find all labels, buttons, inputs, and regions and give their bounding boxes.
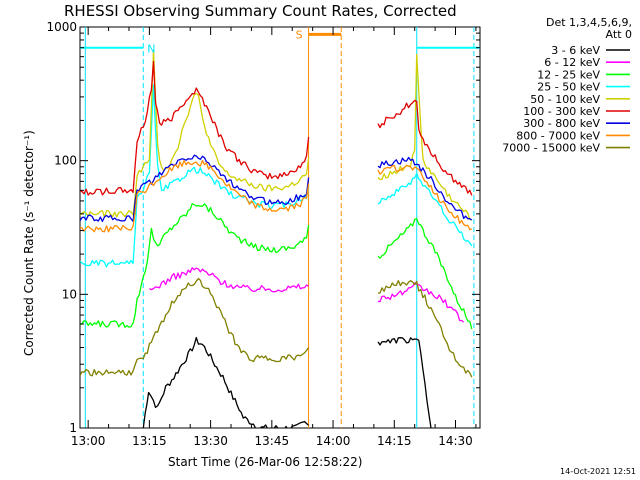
y-tick-label: 100 (54, 154, 77, 168)
legend-label: 7000 - 15000 keV (502, 142, 600, 155)
saa-label: S (296, 28, 303, 41)
footer-timestamp: 14-Oct-2021 12:51 (560, 467, 636, 476)
legend-label: 50 - 100 keV (530, 93, 600, 106)
series-line (80, 60, 310, 196)
night-label: N (147, 43, 155, 56)
plot-frame (79, 26, 481, 429)
legend-header-1: Det 1,3,4,5,6,9, (546, 16, 632, 29)
x-tick-label: 14:30 (438, 434, 473, 448)
y-tick-label: 10 (62, 287, 77, 301)
legend-label: 3 - 6 keV (551, 44, 600, 57)
y-tick-label: 1000 (46, 20, 77, 34)
series-line (377, 282, 465, 323)
series-line (377, 218, 473, 330)
legend-label: 12 - 25 keV (537, 68, 600, 81)
series-line (378, 280, 473, 378)
legend-header-2: Att 0 (606, 28, 632, 41)
x-tick-label: 14:15 (377, 434, 412, 448)
series-group (80, 27, 480, 428)
x-axis-label: Start Time (26-Mar-06 12:58:22) (168, 455, 362, 469)
x-tick-label: 13:00 (71, 434, 106, 448)
series-line (377, 164, 473, 231)
series-line (377, 99, 473, 196)
y-tick-label: 1 (69, 421, 77, 435)
series-line (80, 49, 310, 218)
legend-label: 100 - 300 keV (523, 105, 600, 118)
series-line (80, 277, 310, 377)
x-tick-label: 13:30 (193, 434, 228, 448)
plot-area: NS (79, 26, 481, 429)
series-line (377, 156, 473, 221)
x-tick-label: 13:15 (132, 434, 167, 448)
y-axis-label: Corrected Count Rate (s⁻¹ detector⁻¹) (22, 130, 36, 356)
series-line (377, 53, 472, 221)
series-line (149, 267, 309, 293)
legend-label: 6 - 12 keV (544, 56, 600, 69)
x-tick-label: 14:00 (316, 434, 351, 448)
x-tick-label: 13:45 (255, 434, 290, 448)
series-line (377, 172, 473, 247)
legend-label: 300 - 800 keV (523, 117, 600, 130)
series-line (80, 159, 310, 233)
series-line (80, 203, 310, 328)
chart-title: RHESSI Observing Summary Count Rates, Co… (64, 2, 457, 20)
series-line (377, 337, 432, 428)
series-line (142, 336, 310, 428)
x-axis: 13:00 13:15 13:30 13:45 14:00 14:15 14:30 (71, 27, 477, 448)
series-line (80, 154, 310, 223)
y-axis: 1 10 100 1000 (46, 20, 480, 435)
legend-label: 25 - 50 keV (537, 81, 600, 94)
legend-label: 800 - 7000 keV (516, 129, 600, 142)
